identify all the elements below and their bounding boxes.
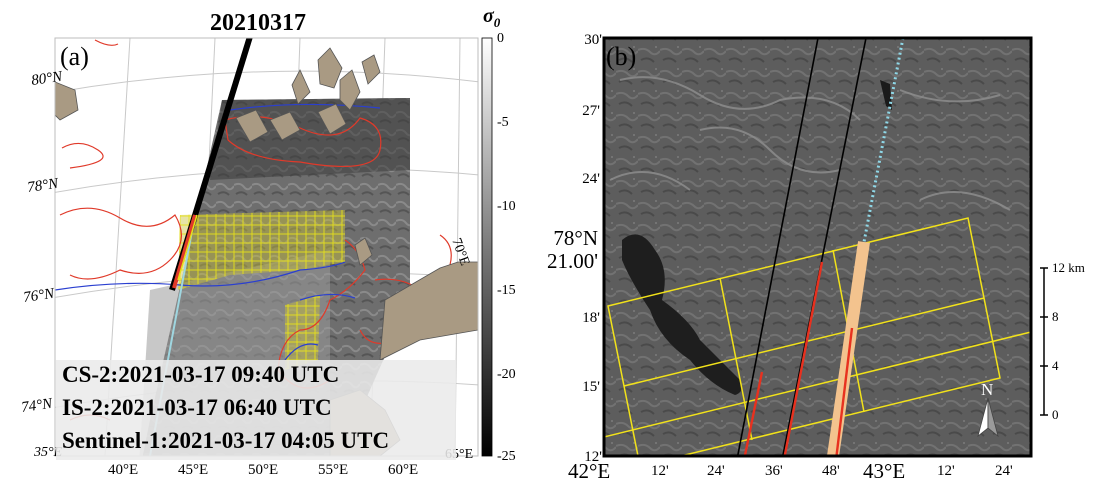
- lat-label-74: 74°N: [20, 396, 54, 416]
- highlight-segment-a-edge: [177, 214, 198, 281]
- yellow-grid-south-lines: [285, 295, 320, 370]
- corner-label-35: 35°E: [33, 445, 63, 460]
- lon-label-60: 60°E: [388, 462, 418, 478]
- svg-text:-5: -5: [497, 115, 509, 130]
- info-sentinel1: Sentinel-1:2021-03-17 04:05 UTC: [62, 428, 390, 453]
- info-is2: IS-2:2021-03-17 06:40 UTC: [62, 395, 332, 420]
- highlight-segment-a: [172, 214, 197, 289]
- blue-contours: [55, 103, 381, 361]
- acquisition-info-box: [56, 360, 456, 460]
- lon-label-45: 45°E: [178, 462, 208, 478]
- date-title: 20210317: [210, 10, 306, 36]
- lat-label-76: 76°N: [22, 286, 56, 306]
- colorbar: [481, 37, 493, 457]
- lat-label-78: 78°N: [26, 176, 60, 196]
- info-cs2: CS-2:2021-03-17 09:40 UTC: [62, 362, 340, 387]
- lon-label-50: 50°E: [248, 462, 278, 478]
- yellow-grid-main-lines: [178, 210, 345, 290]
- colorbar-ticks: 0 -5 -10 -15 -20 -25: [497, 31, 516, 464]
- svg-text:-25: -25: [497, 449, 516, 464]
- svg-text:0: 0: [497, 31, 504, 46]
- lon-label-40: 40°E: [108, 462, 138, 478]
- lat-label-80: 80°N: [30, 69, 64, 89]
- svg-text:-15: -15: [497, 283, 516, 298]
- svg-text:-20: -20: [497, 367, 516, 382]
- lon-label-55: 55°E: [318, 462, 348, 478]
- svg-text:-10: -10: [497, 199, 516, 214]
- colorbar-symbol: σ0: [483, 5, 501, 30]
- sar-swath-dark-top: [210, 98, 410, 180]
- panel-a-label: (a): [60, 42, 89, 71]
